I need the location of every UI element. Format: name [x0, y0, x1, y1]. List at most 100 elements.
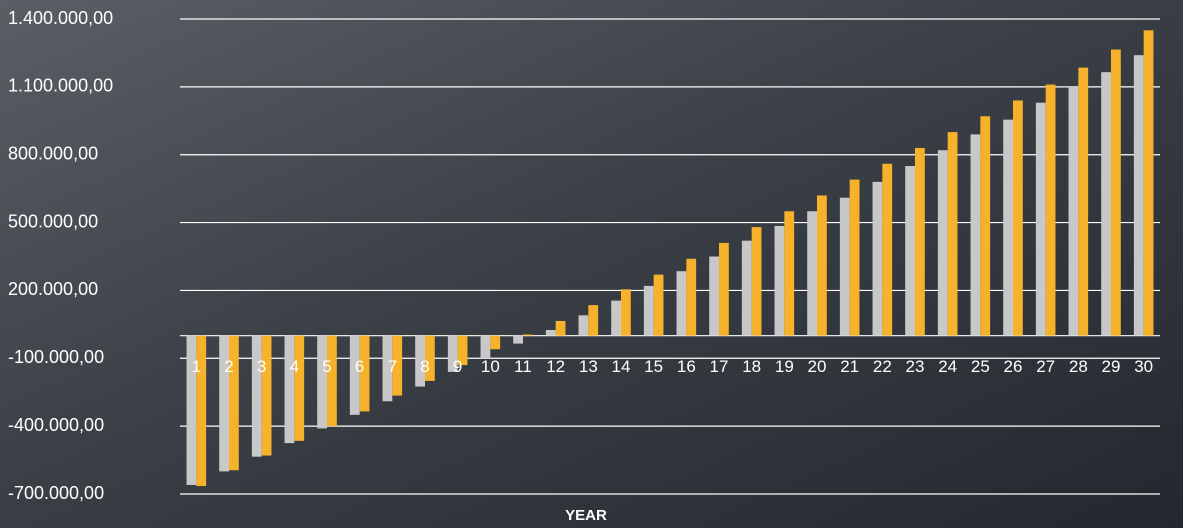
bar	[425, 335, 435, 381]
x-tick-label: 1	[192, 357, 201, 376]
bar	[905, 166, 915, 336]
bar	[980, 116, 991, 336]
bar	[817, 195, 827, 336]
bar	[1111, 49, 1121, 336]
bar	[349, 335, 360, 415]
x-tick-label: 4	[290, 357, 299, 376]
bar	[261, 335, 272, 456]
bar	[947, 132, 958, 336]
bar	[219, 335, 229, 472]
bar	[578, 315, 589, 336]
bar	[882, 163, 893, 336]
bar	[229, 335, 239, 471]
x-tick-label: 29	[1102, 357, 1121, 376]
y-tick-label: -700.000,00	[8, 483, 104, 503]
x-tick-label: 21	[840, 357, 859, 376]
bar	[709, 256, 719, 336]
x-tick-label: 5	[322, 357, 331, 376]
bar	[676, 271, 687, 336]
x-tick-label: 14	[612, 357, 631, 376]
bar	[774, 225, 785, 336]
bar	[447, 335, 458, 372]
x-axis-label: YEAR	[565, 507, 607, 524]
bar	[490, 335, 501, 350]
bar	[186, 335, 197, 485]
bar	[1013, 100, 1023, 336]
bar	[1045, 84, 1056, 336]
bar	[915, 147, 925, 336]
bar	[751, 227, 762, 336]
bar	[555, 320, 566, 336]
bar	[839, 197, 850, 336]
bar	[480, 335, 491, 359]
x-tick-label: 2	[224, 357, 233, 376]
bar	[294, 335, 305, 441]
bar	[741, 240, 752, 336]
bar	[415, 335, 425, 387]
y-tick-label: -400.000,00	[8, 415, 104, 435]
x-tick-label: 20	[808, 357, 827, 376]
x-tick-label: 23	[906, 357, 925, 376]
bar	[284, 335, 295, 444]
bar	[611, 300, 621, 336]
y-tick-label: 1.400.000,00	[8, 8, 113, 28]
bar	[513, 335, 523, 344]
x-tick-label: 9	[453, 357, 462, 376]
bar	[784, 211, 795, 336]
bar	[643, 285, 654, 336]
y-tick-label: 800.000,00	[8, 143, 98, 163]
bar	[807, 211, 817, 336]
bar	[1133, 55, 1144, 336]
bar	[317, 335, 327, 429]
x-tick-label: 6	[355, 357, 364, 376]
x-tick-label: 8	[420, 357, 429, 376]
bar	[621, 289, 631, 336]
x-tick-label: 12	[546, 357, 565, 376]
x-tick-label: 17	[710, 357, 729, 376]
x-tick-label: 27	[1036, 357, 1055, 376]
bar	[1143, 30, 1154, 336]
bar	[1101, 72, 1111, 336]
x-tick-label: 7	[388, 357, 397, 376]
x-tick-label: 13	[579, 357, 598, 376]
y-tick-label: 500.000,00	[8, 211, 98, 231]
bar	[457, 335, 468, 366]
x-tick-label: 28	[1069, 357, 1088, 376]
x-tick-label: 10	[481, 357, 500, 376]
x-tick-label: 22	[873, 357, 892, 376]
bar	[392, 335, 403, 396]
bar	[970, 134, 981, 336]
bar	[653, 274, 664, 336]
bar	[686, 258, 697, 336]
x-tick-label: 18	[742, 357, 761, 376]
bar	[1078, 67, 1089, 336]
bar	[1035, 102, 1046, 336]
x-tick-label: 16	[677, 357, 696, 376]
bar	[1003, 119, 1013, 336]
bar	[849, 179, 860, 336]
x-tick-label: 15	[644, 357, 663, 376]
bar	[196, 335, 207, 487]
bar	[327, 335, 337, 427]
x-tick-label: 25	[971, 357, 990, 376]
bar	[588, 305, 599, 336]
x-tick-label: 11	[514, 357, 532, 376]
x-tick-label: 26	[1004, 357, 1023, 376]
bar	[523, 334, 533, 336]
bar	[719, 242, 729, 336]
y-tick-label: -100.000,00	[8, 347, 104, 367]
x-tick-label: 24	[938, 357, 957, 376]
bar	[1068, 86, 1079, 336]
x-tick-label: 30	[1134, 357, 1153, 376]
bar	[251, 335, 262, 457]
bar	[872, 181, 883, 336]
y-tick-label: 200.000,00	[8, 279, 98, 299]
bar	[382, 335, 393, 402]
bar	[937, 150, 948, 336]
bar	[359, 335, 370, 412]
x-tick-label: 19	[775, 357, 794, 376]
y-tick-label: 1.100.000,00	[8, 76, 113, 96]
bar	[545, 330, 556, 336]
